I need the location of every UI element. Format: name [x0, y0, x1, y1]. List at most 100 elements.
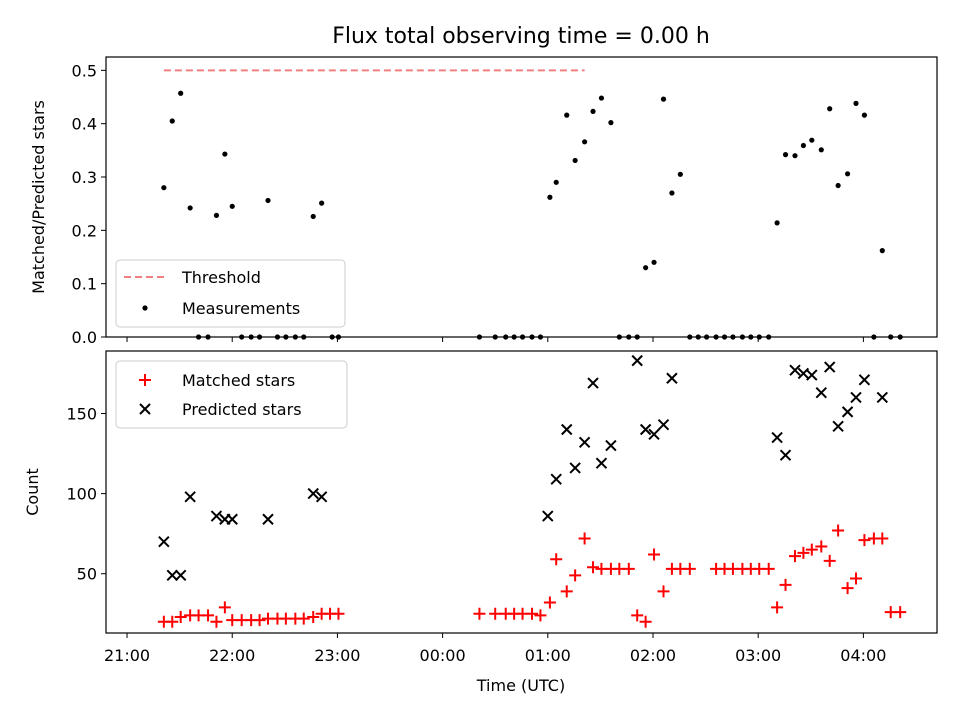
- predicted-star-point: [648, 428, 660, 441]
- matched-star-point: [779, 578, 792, 591]
- predicted-star-point: [841, 406, 854, 418]
- predicted-star-point: [666, 372, 678, 384]
- ratio-legend-box: [115, 259, 346, 328]
- ratio-y-tick-label: 0.2: [72, 221, 97, 240]
- measurement-point: [564, 112, 570, 118]
- chart-title: Flux total observing time = 0.00 h: [332, 24, 710, 49]
- matched-star-point: [587, 561, 600, 574]
- x-tick-label: 21:00: [104, 646, 150, 665]
- matched-star-point: [174, 610, 187, 623]
- measurement-point: [651, 259, 657, 265]
- matched-star-point: [648, 548, 661, 561]
- ratio-panel: 0.0 0.1 0.2 0.3 0.4 0.5 Matched/Predicted sta…: [29, 56, 938, 347]
- measurement-point: [187, 205, 193, 211]
- measurement-point: [582, 139, 588, 145]
- measurement-point: [660, 96, 667, 102]
- predicted-star-point: [578, 436, 591, 449]
- matched-star-point: [489, 607, 502, 620]
- matched-star-point: [166, 615, 179, 628]
- measurement-point: [800, 142, 807, 149]
- predicted-star-point: [605, 439, 617, 452]
- count-legend-box: [115, 360, 348, 429]
- matched-star-point: [805, 543, 818, 556]
- predicted-star-point: [815, 386, 827, 399]
- x-tick-label: 23:00: [314, 646, 360, 665]
- predicted-star-point: [561, 423, 573, 436]
- matched-star-point: [858, 534, 871, 547]
- predicted-star-point: [850, 391, 862, 404]
- legend-measurements-label: Measurements: [182, 299, 300, 318]
- predicted-star-point: [542, 510, 554, 522]
- measurement-point: [265, 197, 271, 204]
- predicted-star-point: [789, 364, 801, 376]
- predicted-star-point: [174, 569, 187, 582]
- ratio-x-ticks: [126, 337, 864, 342]
- matched-star-point: [473, 607, 486, 620]
- measurement-point: [774, 220, 780, 226]
- measurement-point: [598, 95, 605, 101]
- predicted-star-point: [595, 457, 608, 469]
- matched-star-point: [543, 596, 556, 609]
- matched-star-point: [578, 532, 591, 545]
- measurement-point: [319, 200, 325, 206]
- predicted-star-point: [587, 377, 599, 389]
- measurement-point: [169, 118, 175, 124]
- measurement-point: [861, 112, 868, 118]
- predicted-star-point: [166, 569, 178, 582]
- matched-star-point: [297, 612, 310, 625]
- matched-star-point: [210, 615, 223, 628]
- ratio-y-tick-label: 0.1: [72, 275, 97, 294]
- legend-predicted-label: Predicted stars: [182, 400, 302, 419]
- matched-star-point: [218, 601, 231, 614]
- ratio-y-ticks: 0.0 0.1 0.2 0.3 0.4 0.5: [72, 61, 106, 347]
- matched-star-point: [683, 562, 696, 575]
- measurement-point: [590, 108, 596, 114]
- matched-star-point: [762, 562, 775, 575]
- measurement-point: [229, 203, 235, 209]
- predicted-star-point: [184, 491, 196, 503]
- predicted-star-point: [858, 374, 871, 386]
- matched-star-point: [771, 601, 784, 614]
- measurement-point: [213, 212, 220, 218]
- legend-threshold-label: Threshold: [181, 268, 261, 287]
- measurement-point: [844, 171, 851, 177]
- x-tick-label: 22:00: [209, 646, 255, 665]
- ratio-y-tick-label: 0.4: [72, 115, 97, 134]
- measurement-point: [310, 213, 316, 220]
- predicted-star-point: [832, 420, 844, 433]
- matched-star-point: [622, 562, 635, 575]
- x-tick-label: 00:00: [420, 646, 466, 665]
- measurement-point: [222, 151, 228, 157]
- matched-star-point: [657, 585, 670, 598]
- measurement-point: [782, 152, 789, 158]
- count-panel: 50 100 150 21:00 22:00 23:00 00:00 01:00 02:00 0…: [23, 350, 938, 695]
- count-legend: Matched stars Predicted stars: [115, 360, 348, 429]
- predicted-star-point: [823, 361, 836, 373]
- matched-star-point: [307, 610, 320, 623]
- count-y-tick-label: 100: [66, 485, 97, 504]
- matched-star-point: [569, 569, 582, 582]
- measurement-point: [669, 190, 675, 196]
- measurement-point: [161, 185, 167, 191]
- predicted-star-point: [806, 369, 818, 381]
- measurement-point: [853, 100, 859, 106]
- matched-star-point: [841, 582, 854, 595]
- matched-star-point: [832, 524, 845, 537]
- predicted-star-point: [771, 431, 783, 444]
- predicted-star-point: [262, 513, 274, 525]
- x-tick-label: 01:00: [525, 646, 571, 665]
- predicted-star-point: [315, 491, 328, 503]
- predicted-star-point: [876, 391, 889, 404]
- x-tick-label: 02:00: [630, 646, 676, 665]
- matched-star-point: [876, 532, 889, 545]
- measurement-point: [792, 153, 798, 159]
- measurement-point: [178, 90, 184, 96]
- ratio-legend: Threshold Measurements: [115, 259, 346, 328]
- count-y-tick-label: 50: [77, 565, 97, 584]
- count-y-ticks: 50 100 150: [66, 404, 106, 584]
- matched-star-point: [332, 607, 345, 620]
- count-x-ticks: 21:00 22:00 23:00 00:00 01:00 02:00 03:00 04:00: [104, 633, 886, 665]
- count-y-axis-label: Count: [23, 468, 42, 516]
